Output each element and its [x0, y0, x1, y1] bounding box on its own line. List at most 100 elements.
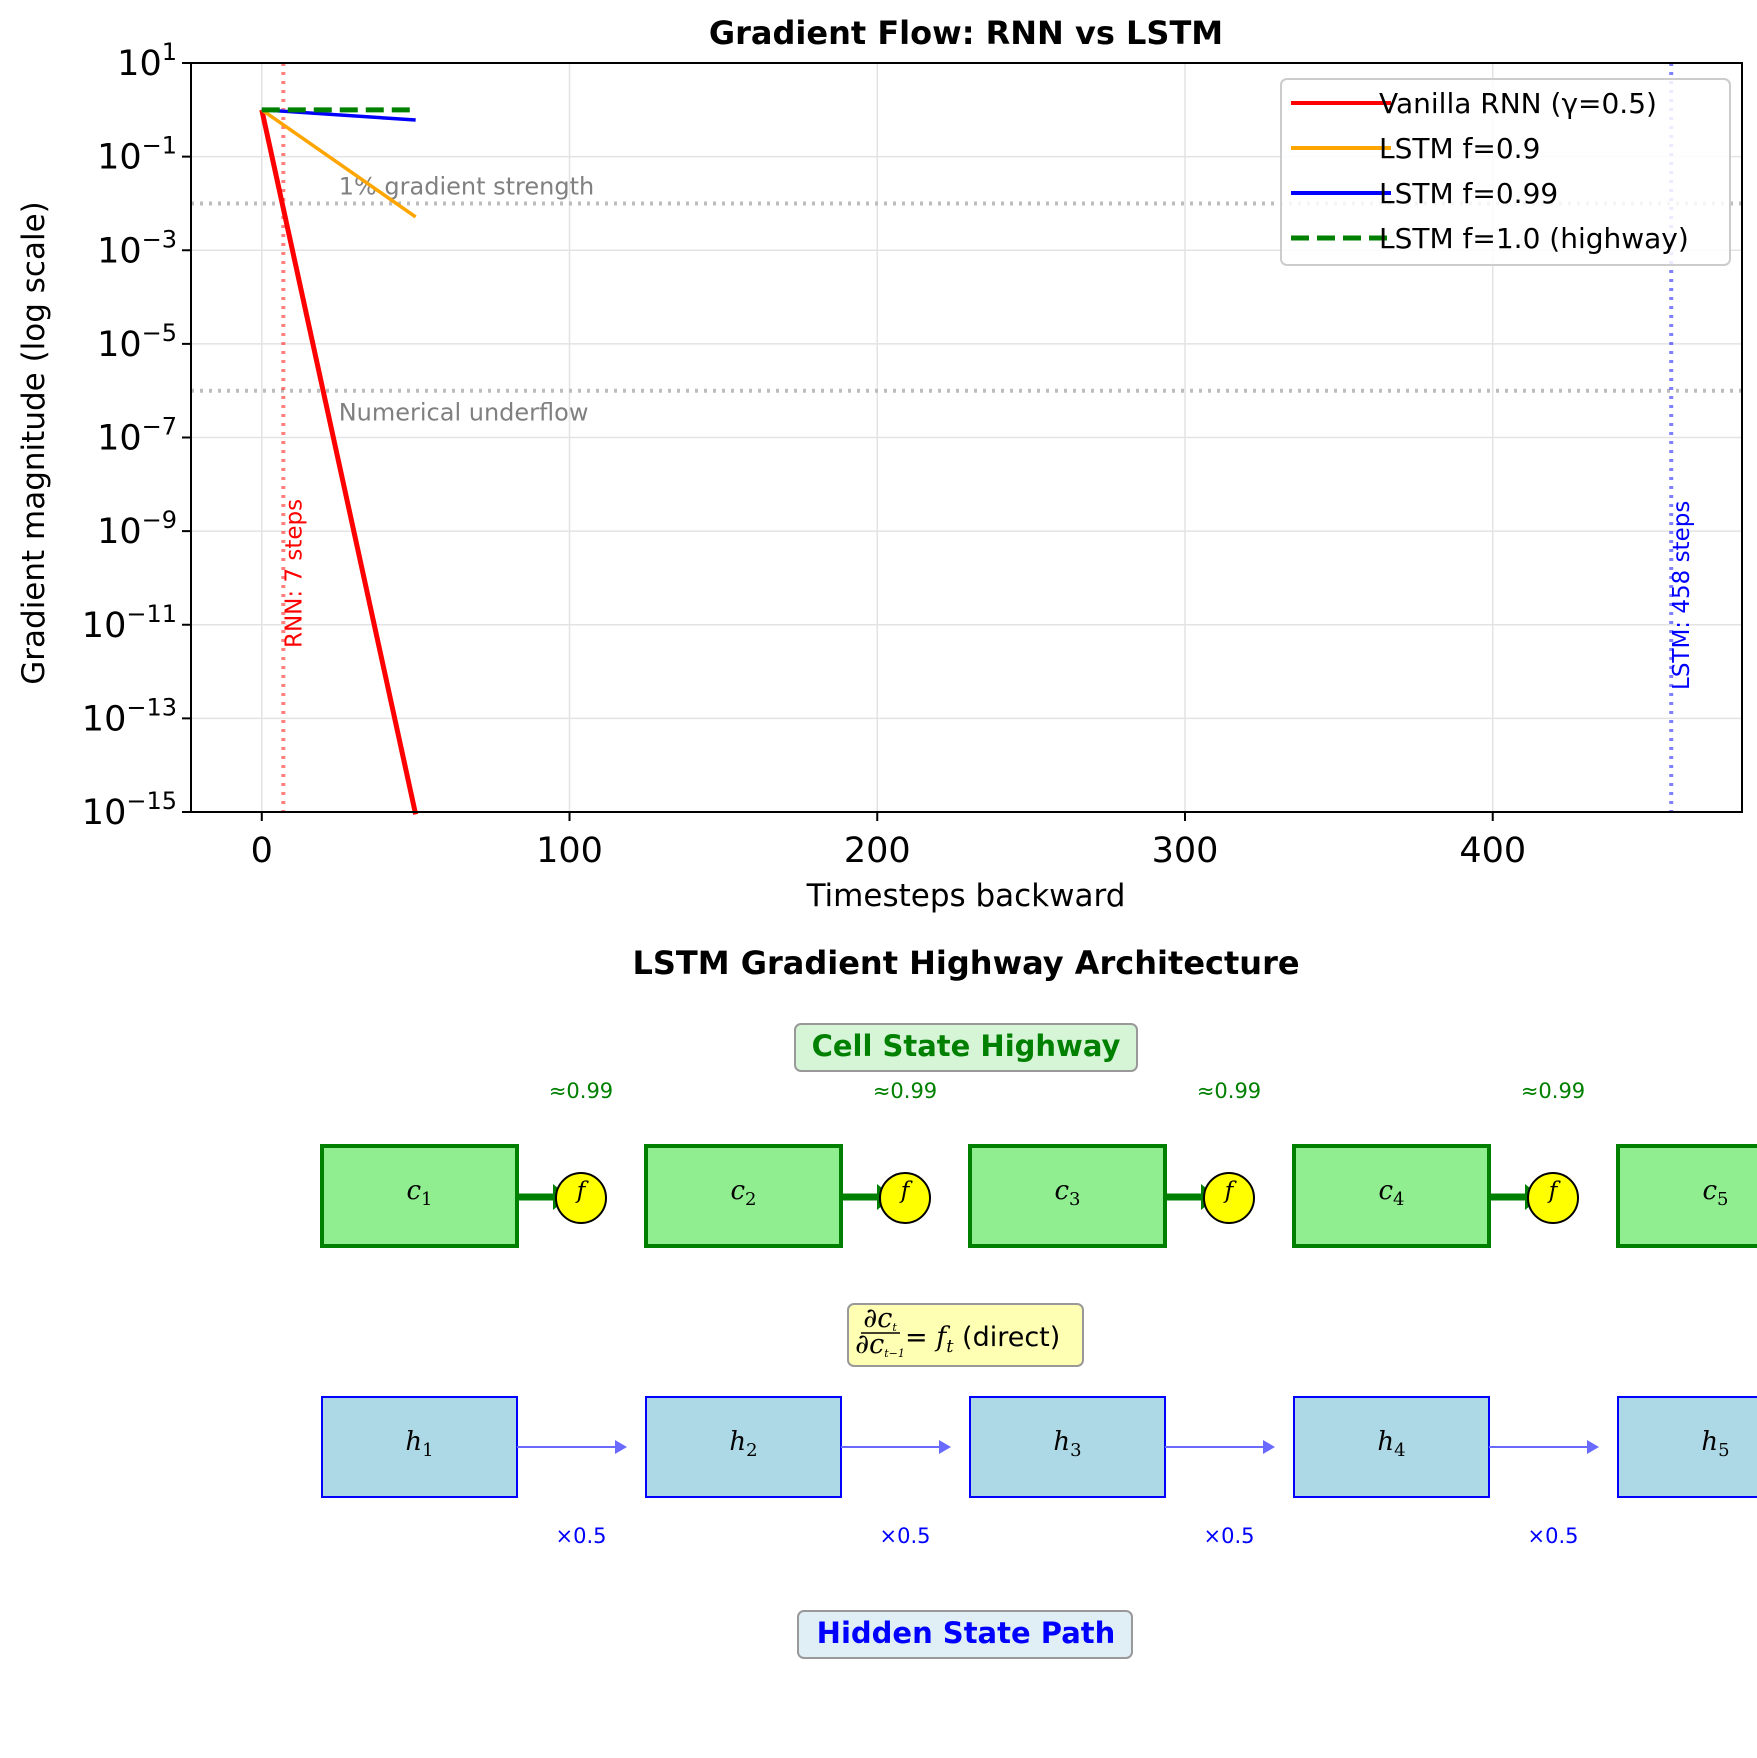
y-tick-label: 10−5: [97, 319, 177, 365]
reference-line-label: Numerical underflow: [339, 399, 589, 427]
series-line: [261, 108, 416, 122]
hidden-symbol: h: [405, 1427, 422, 1457]
hidden-state-label: h4: [1377, 1427, 1405, 1461]
hidden-state-box: [1617, 1396, 1757, 1498]
cell-subscript: 3: [1069, 1189, 1080, 1210]
chart-legend: Vanilla RNN (γ=0.5) LSTM f=0.9 LSTM f=0.99…: [1280, 78, 1731, 266]
y-tick-base: 10: [97, 419, 142, 459]
hidden-state-box: [969, 1396, 1166, 1498]
y-tick-base: 10: [97, 325, 142, 365]
eq-den-base: ∂c: [855, 1329, 884, 1360]
y-tick-exponent: −5: [142, 319, 177, 347]
y-tick-base: 10: [82, 699, 127, 739]
cell-factor-label: ≈0.99: [873, 1079, 937, 1103]
forget-gate: [1203, 1172, 1255, 1224]
hidden-state-label: h1: [405, 1427, 433, 1461]
forget-gate: [879, 1172, 931, 1224]
x-tick-label: 0: [251, 831, 273, 871]
y-tick-exponent: −7: [142, 413, 177, 441]
legend-entry: LSTM f=0.9: [1379, 132, 1540, 165]
y-tick-exponent: −3: [142, 225, 177, 253]
hidden-state-label: h5: [1701, 1427, 1729, 1461]
hidden-subscript: 5: [1718, 1440, 1729, 1461]
eq-num-sub: t: [892, 1321, 897, 1334]
y-tick-exponent: −15: [126, 787, 177, 815]
forget-gate: [1527, 1172, 1579, 1224]
y-tick-base: 10: [82, 793, 127, 833]
eq-num-base: ∂c: [863, 1303, 892, 1334]
cell-state-label: c2: [730, 1176, 756, 1210]
hidden-subscript: 4: [1394, 1440, 1405, 1461]
y-tick-base: 10: [97, 231, 142, 271]
equation-denominator: ∂ct−1: [855, 1329, 905, 1360]
y-tick-label: 10−9: [97, 506, 177, 552]
y-tick-exponent: −1: [142, 132, 177, 160]
cell-symbol: c: [1054, 1176, 1069, 1206]
hidden-state-row: h1×0.5h2×0.5h3×0.5h4×0.5h5: [321, 1396, 1757, 1548]
cell-state-label: c4: [1378, 1176, 1404, 1210]
eq-equals: =: [905, 1322, 936, 1353]
forget-gate-label: f: [1547, 1178, 1561, 1204]
cell-factor-label: ≈0.99: [549, 1079, 613, 1103]
y-tick-label: 10−3: [97, 225, 177, 271]
y-tick-exponent: −11: [126, 600, 177, 628]
hidden-state-box: [321, 1396, 518, 1498]
legend-entry: LSTM f=0.99: [1379, 177, 1558, 210]
legend-entry: LSTM f=1.0 (highway): [1379, 222, 1689, 255]
hidden-arrowhead: [939, 1440, 951, 1454]
cell-state-label: c5: [1702, 1176, 1728, 1210]
x-ticks: 0 100 200 300 400: [251, 812, 1526, 871]
legend-box: [1280, 78, 1731, 266]
reference-vline-label: LSTM: 458 steps: [1669, 501, 1695, 690]
reference-vlines: RNN: 7 steps LSTM: 458 steps: [281, 63, 1695, 812]
cell-symbol: c: [1378, 1176, 1393, 1206]
equation-box: [847, 1303, 1084, 1367]
hidden-state-label: h3: [1053, 1427, 1081, 1461]
cell-state-box: [320, 1144, 519, 1248]
cell-symbol: c: [730, 1176, 745, 1206]
hidden-arrowhead: [1263, 1440, 1275, 1454]
hidden-subscript: 3: [1070, 1440, 1081, 1461]
x-tick-label: 400: [1459, 831, 1526, 871]
cell-factor-label: ≈0.99: [1521, 1079, 1585, 1103]
x-tick-label: 300: [1152, 831, 1219, 871]
series-line: [259, 109, 419, 815]
diagram-title: LSTM Gradient Highway Architecture: [632, 944, 1299, 982]
cell-symbol: c: [406, 1176, 421, 1206]
forget-gate-label: f: [899, 1178, 913, 1204]
y-axis-label: Gradient magnitude (log scale): [16, 201, 52, 685]
hidden-state-label: Hidden State Path: [817, 1616, 1116, 1650]
hidden-factor-label: ×0.5: [1204, 1524, 1255, 1548]
y-tick-base: 10: [82, 606, 127, 646]
hidden-subscript: 1: [422, 1440, 433, 1461]
legend-entry: Vanilla RNN (γ=0.5): [1379, 87, 1657, 120]
y-tick-exponent: −9: [142, 506, 177, 534]
chart-title: Gradient Flow: RNN vs LSTM: [709, 14, 1223, 52]
cell-subscript: 5: [1717, 1189, 1728, 1210]
cell-state-label: Cell State Highway: [812, 1029, 1121, 1063]
reference-vline-label: RNN: 7 steps: [281, 499, 307, 648]
forget-gate-label: f: [575, 1178, 589, 1204]
x-axis-label: Timesteps backward: [806, 878, 1126, 914]
y-tick-exponent: 1: [162, 38, 177, 66]
cell-state-label: c1: [406, 1176, 432, 1210]
hidden-factor-label: ×0.5: [1528, 1524, 1579, 1548]
cell-subscript: 4: [1393, 1189, 1404, 1210]
chart-series: [259, 107, 419, 815]
hidden-state-label-box: [797, 1610, 1133, 1659]
hidden-symbol: h: [729, 1427, 746, 1457]
hidden-subscript: 2: [746, 1440, 757, 1461]
cell-subscript: 2: [745, 1189, 756, 1210]
cell-state-box: [1616, 1144, 1757, 1248]
cell-subscript: 1: [421, 1189, 432, 1210]
eq-rhs-sub: t: [946, 1336, 954, 1357]
y-tick-base: 10: [97, 512, 142, 552]
equation-numerator: ∂ct: [863, 1303, 897, 1334]
y-tick-exponent: −13: [126, 693, 177, 721]
x-tick-label: 200: [844, 831, 911, 871]
hidden-arrowhead: [1587, 1440, 1599, 1454]
hidden-arrowhead: [615, 1440, 627, 1454]
